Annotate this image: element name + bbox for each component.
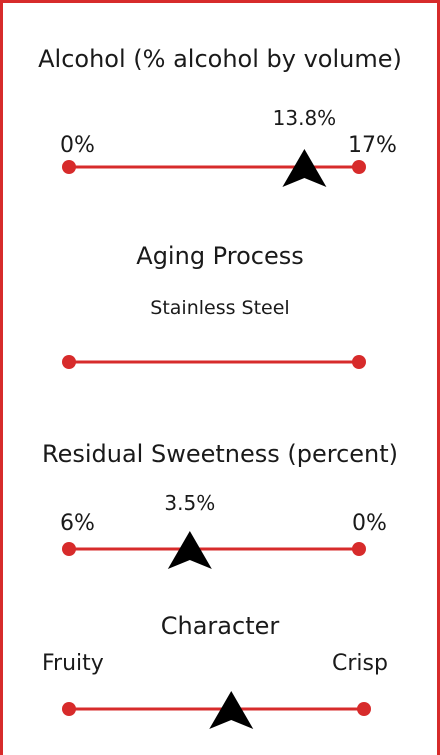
sweetness-max-label: 0% [352, 511, 387, 536]
alcohol-max-label: 17% [348, 133, 397, 158]
sweetness-value-label: 3.5% [164, 491, 216, 515]
aging-title: Aging Process [136, 242, 304, 270]
character-min-label: Fruity [42, 651, 104, 676]
alcohol-title: Alcohol (% alcohol by volume) [38, 45, 402, 73]
aging-value: Stainless Steel [150, 297, 290, 319]
character-max-label: Crisp [332, 651, 388, 676]
sweetness-title: Residual Sweetness (percent) [41, 440, 399, 468]
alcohol-value-label: 13.8% [272, 106, 337, 130]
character-title: Character [160, 612, 280, 640]
alcohol-min-label: 0% [60, 133, 95, 158]
sweetness-min-label: 6% [60, 511, 95, 536]
